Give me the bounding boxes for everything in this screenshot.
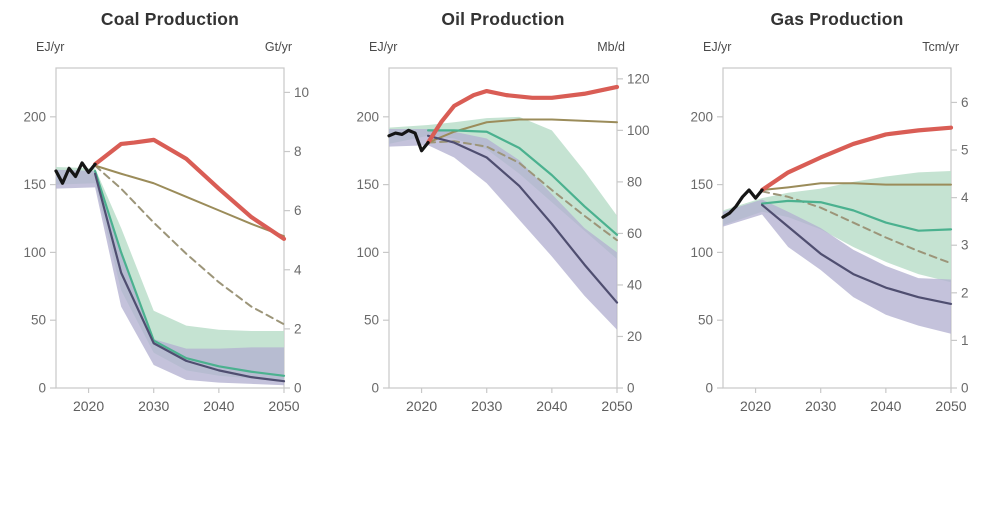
svg-text:0: 0 [294,381,302,396]
oil-two_deg-band [389,116,617,260]
svg-text:150: 150 [23,177,46,192]
svg-text:10: 10 [294,85,309,100]
svg-text:150: 150 [690,177,713,192]
svg-text:100: 100 [690,245,713,260]
svg-text:2020: 2020 [73,398,104,414]
oil-historical-line [387,128,430,153]
svg-text:100: 100 [627,123,650,138]
coal-one_five-band [56,169,284,386]
coal-axes: 0 50 100 150 200 0 2 4 6 8 10 2020 2030 2040 2050 [23,67,309,414]
panel-gas: Gas Production EJ/yr Tcm/yr 0 50 100 150 200… [667,0,1000,430]
legend: Government plans & projections Stated po… [0,440,1000,519]
svg-text:0: 0 [38,381,46,396]
gas-government-plans-line [759,125,954,193]
coal-stated-policies-line [94,164,285,238]
svg-text:2030: 2030 [471,398,502,414]
svg-text:80: 80 [627,174,642,189]
oil-title: Oil Production [441,9,565,29]
svg-text:0: 0 [961,381,969,396]
oil-one_five-band [389,129,617,330]
svg-text:100: 100 [23,245,46,260]
svg-text:2: 2 [961,285,969,300]
svg-text:1: 1 [961,333,969,348]
coal-chart-svg: 0 50 100 150 200 0 2 4 6 8 10 2020 2030 2040 2050 [23,67,309,414]
gas-axes: 0 50 100 150 200 0 1 2 3 4 5 6 2020 2030 2040 2050 [690,67,969,414]
gas-2c-line [760,199,953,232]
coal-two_deg-band [56,166,284,380]
coal-right-axis-unit: Gt/yr [264,40,292,54]
gas-one_five-band [723,199,951,334]
svg-text:2050: 2050 [935,398,966,414]
svg-text:2030: 2030 [805,398,836,414]
svg-text:200: 200 [356,109,379,124]
svg-text:2020: 2020 [406,398,437,414]
panel-oil: Oil Production EJ/yr Mb/d 0 50 100 150 200 0 2… [333,0,666,430]
svg-text:2020: 2020 [740,398,771,414]
gas-1-5c-line [760,203,953,306]
coal-left-axis-unit: EJ/yr [36,40,65,54]
coal-government-plans-line [92,137,287,241]
gas-announced-pledges-line [761,190,952,265]
gas-two_deg-band [723,171,951,283]
svg-text:2040: 2040 [536,398,567,414]
svg-text:4: 4 [294,262,302,277]
svg-text:200: 200 [690,109,713,124]
svg-text:50: 50 [698,313,713,328]
svg-text:150: 150 [356,177,379,192]
svg-text:50: 50 [364,313,379,328]
oil-stated-policies-line [427,118,618,144]
svg-text:100: 100 [356,245,379,260]
svg-text:20: 20 [627,329,642,344]
gas-historical-line [721,188,764,219]
svg-text:120: 120 [627,71,650,86]
oil-right-axis-unit: Mb/d [597,40,625,54]
plot-frame [55,67,285,389]
svg-text:200: 200 [23,109,46,124]
oil-series [387,84,620,330]
gas-title: Gas Production [770,9,904,29]
svg-text:2050: 2050 [268,398,299,414]
svg-text:2: 2 [294,321,302,336]
gas-chart-svg: 0 50 100 150 200 0 1 2 3 4 5 6 2020 2030 2040 2050 [690,67,969,414]
gas-stated-policies-line [761,182,952,192]
gas-series [721,125,954,334]
svg-text:0: 0 [627,381,635,396]
svg-text:60: 60 [627,226,642,241]
gas-left-axis-unit: EJ/yr [703,40,732,54]
svg-text:2040: 2040 [203,398,234,414]
coal-historical-line [54,161,97,185]
svg-text:6: 6 [961,95,969,110]
svg-text:50: 50 [31,313,46,328]
svg-text:6: 6 [294,203,302,218]
oil-left-axis-unit: EJ/yr [369,40,398,54]
svg-text:0: 0 [705,381,713,396]
svg-text:0: 0 [371,381,379,396]
oil-1-5c-line [426,134,619,304]
oil-announced-pledges-line [427,140,618,242]
svg-text:2040: 2040 [870,398,901,414]
oil-government-plans-line [425,84,620,145]
coal-announced-pledges-line [94,164,285,326]
svg-text:2050: 2050 [601,398,632,414]
coal-title: Coal Production [100,9,240,29]
svg-text:2030: 2030 [138,398,169,414]
svg-text:3: 3 [961,238,969,253]
coal-2c-line [93,169,286,377]
coal-series [54,137,287,386]
svg-text:8: 8 [294,144,302,159]
coal-1-5c-line [93,172,286,383]
svg-text:40: 40 [627,277,642,292]
svg-text:4: 4 [961,190,969,205]
gas-right-axis-unit: Tcm/yr [922,40,959,54]
oil-2c-line [426,129,619,236]
svg-text:5: 5 [961,143,969,158]
panel-coal: Coal Production EJ/yr Gt/yr 0 50 100 150 200… [0,0,333,430]
